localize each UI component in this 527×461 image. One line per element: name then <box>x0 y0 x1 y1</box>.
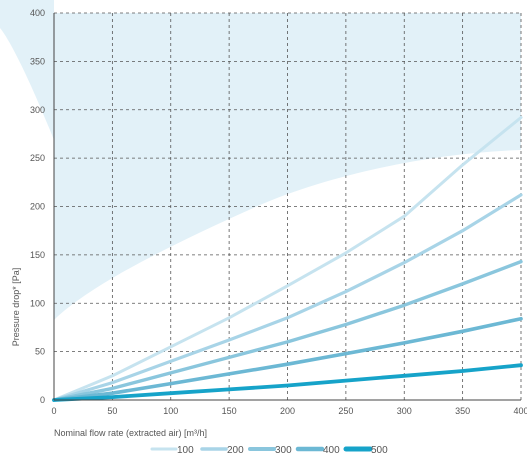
legend-label-300: 300 <box>275 445 292 456</box>
x-axis-label: Nominal flow rate (extracted air) [m³/h] <box>54 428 207 438</box>
x-tick-label: 250 <box>338 406 353 416</box>
series-line-500 <box>52 363 523 402</box>
legend-label-200: 200 <box>227 445 244 456</box>
y-tick-label: 300 <box>30 105 45 115</box>
x-tick-label: 350 <box>455 406 470 416</box>
legend: 100 200 300 400 500 <box>150 445 388 456</box>
y-tick-label: 100 <box>30 298 45 308</box>
legend-label-100: 100 <box>177 445 194 456</box>
series-line-400 <box>52 316 523 402</box>
y-tick-label: 150 <box>30 250 45 260</box>
series-line-100 <box>52 116 523 402</box>
y-tick-label: 50 <box>35 347 45 357</box>
y-axis-label: Pressure drop* [Pa] <box>11 268 21 347</box>
tick-labels: 0 50 100 150 200 250 300 350 400 0 50 100 150 200 250 3… <box>30 8 527 416</box>
y-tick-label: 200 <box>30 202 45 212</box>
x-tick-label: 50 <box>107 406 117 416</box>
background-band <box>0 0 521 320</box>
x-tick-label: 300 <box>397 406 412 416</box>
y-tick-label: 250 <box>30 153 45 163</box>
y-tick-label: 350 <box>30 56 45 66</box>
x-tick-label: 150 <box>222 406 237 416</box>
legend-label-400: 400 <box>323 445 340 456</box>
x-tick-label: 100 <box>163 406 178 416</box>
x-tick-label: 0 <box>51 406 56 416</box>
series-lines <box>52 116 523 402</box>
x-tick-label: 200 <box>280 406 295 416</box>
x-tick-label: 400 <box>513 406 527 416</box>
axes <box>53 13 521 401</box>
legend-label-500: 500 <box>371 445 388 456</box>
series-line-200 <box>52 193 523 402</box>
y-tick-label: 0 <box>40 395 45 405</box>
grid <box>54 12 522 400</box>
background-band-edge <box>0 0 54 140</box>
series-line-300 <box>52 259 523 402</box>
y-tick-label: 400 <box>30 8 45 18</box>
